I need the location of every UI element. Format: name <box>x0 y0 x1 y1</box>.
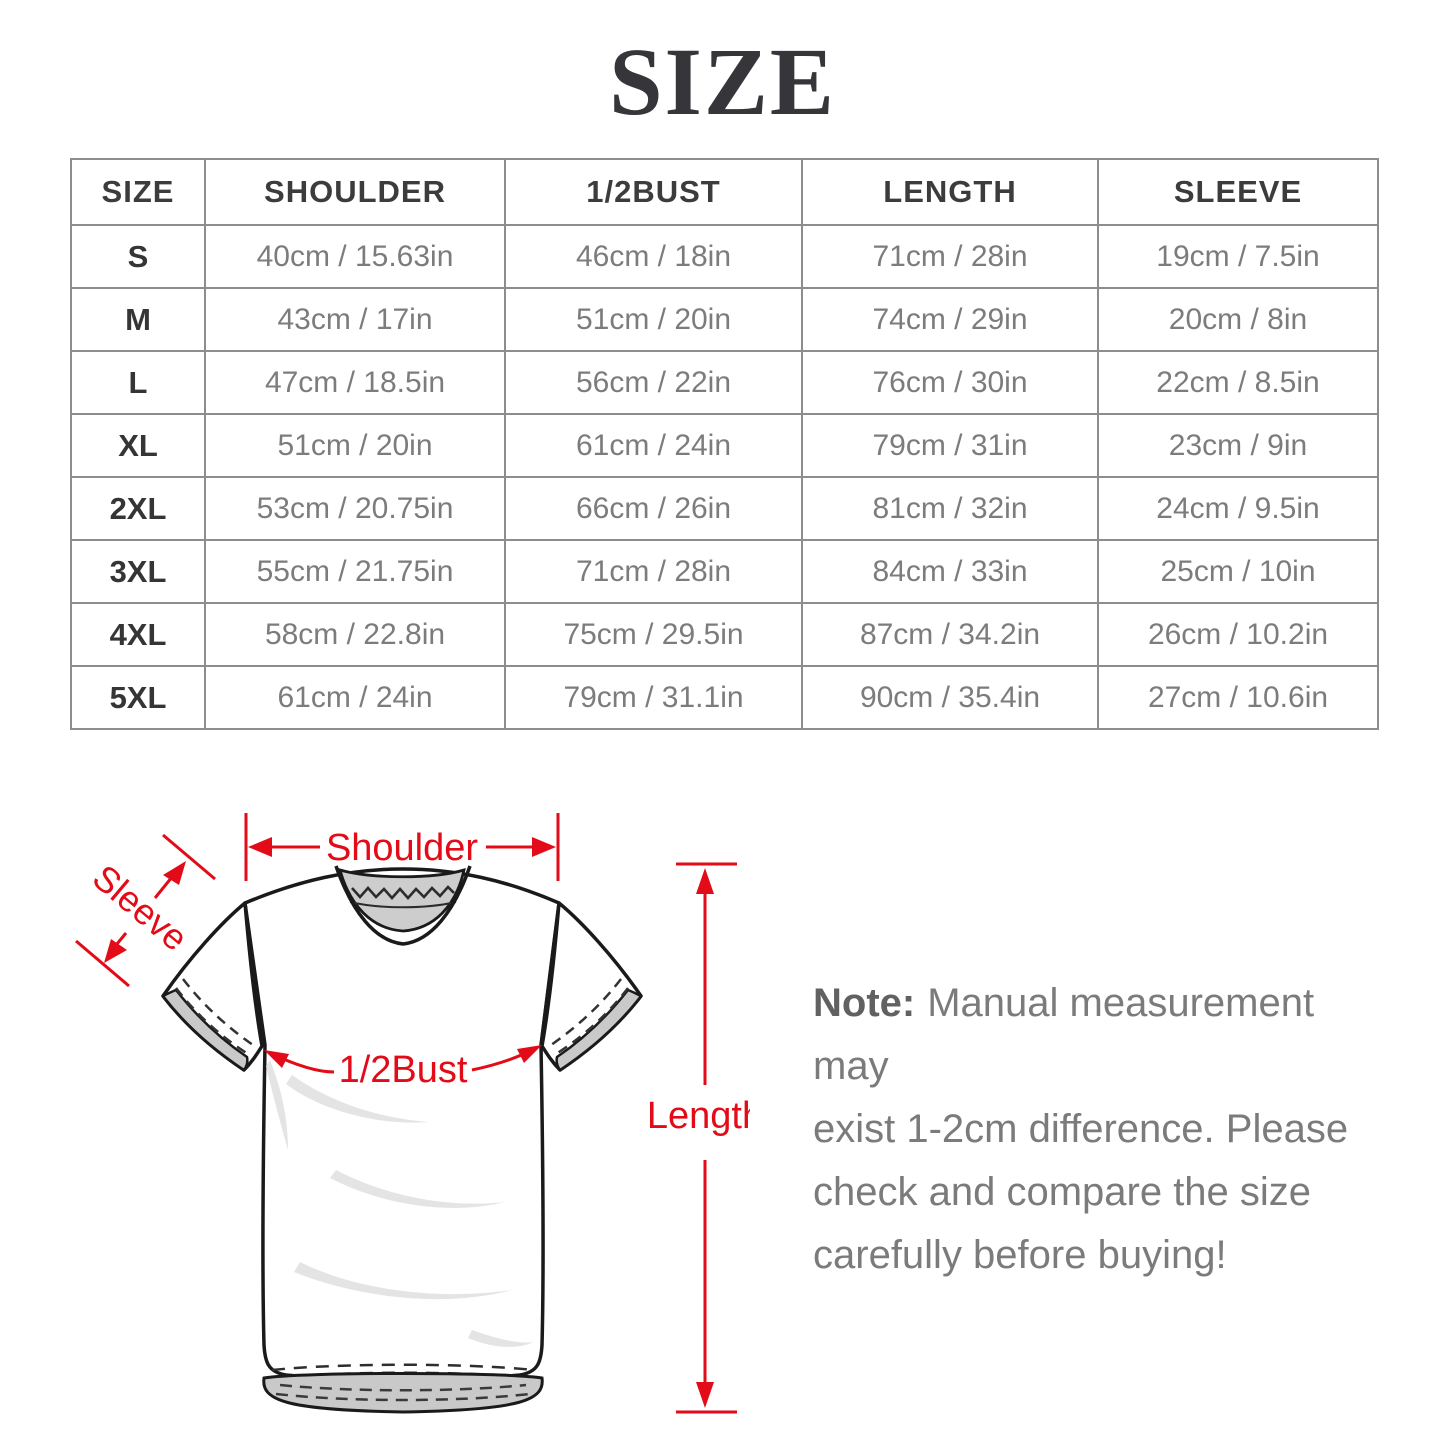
cell-sleeve: 25cm / 10in <box>1097 539 1379 604</box>
note-label: Note: <box>813 981 916 1025</box>
cell-bust: 75cm / 29.5in <box>504 602 803 667</box>
cell-shoulder: 47cm / 18.5in <box>204 350 506 415</box>
col-header-shoulder: SHOULDER <box>204 158 506 226</box>
cell-sleeve: 22cm / 8.5in <box>1097 350 1379 415</box>
table-row: 3XL 55cm / 21.75in 71cm / 28in 84cm / 33… <box>70 539 1379 604</box>
arrow-right-icon <box>517 1045 542 1063</box>
table-row: 2XL 53cm / 20.75in 66cm / 26in 81cm / 32… <box>70 476 1379 541</box>
cell-size: S <box>70 224 206 289</box>
cell-size: 5XL <box>70 665 206 730</box>
page-title: SIZE <box>609 28 836 135</box>
tshirt-drawing <box>161 865 643 1414</box>
shoulder-label: Shoulder <box>326 827 478 869</box>
length-label: Length <box>647 1095 750 1137</box>
note-line: carefully before buying! <box>813 1233 1227 1277</box>
table-row: 4XL 58cm / 22.8in 75cm / 29.5in 87cm / 3… <box>70 602 1379 667</box>
cell-bust: 56cm / 22in <box>504 350 803 415</box>
arrow-up-icon <box>696 868 714 894</box>
cell-size: 4XL <box>70 602 206 667</box>
cell-bust: 71cm / 28in <box>504 539 803 604</box>
cell-length: 79cm / 31in <box>801 413 1099 478</box>
table-row: XL 51cm / 20in 61cm / 24in 79cm / 31in 2… <box>70 413 1379 478</box>
cell-bust: 51cm / 20in <box>504 287 803 352</box>
cell-length: 87cm / 34.2in <box>801 602 1099 667</box>
cell-length: 81cm / 32in <box>801 476 1099 541</box>
note-line: exist 1-2cm difference. Please <box>813 1107 1349 1151</box>
table-row: S 40cm / 15.63in 46cm / 18in 71cm / 28in… <box>70 224 1379 289</box>
cell-bust: 66cm / 26in <box>504 476 803 541</box>
cell-bust: 61cm / 24in <box>504 413 803 478</box>
cell-length: 76cm / 30in <box>801 350 1099 415</box>
arrow-right-icon <box>532 837 556 857</box>
cell-shoulder: 55cm / 21.75in <box>204 539 506 604</box>
cell-length: 90cm / 35.4in <box>801 665 1099 730</box>
cell-size: 2XL <box>70 476 206 541</box>
cell-shoulder: 61cm / 24in <box>204 665 506 730</box>
note-line-text: Manual measurement may <box>813 981 1315 1088</box>
col-header-length: LENGTH <box>801 158 1099 226</box>
note-line: Note: Manual measurement may <box>813 972 1388 1098</box>
cell-length: 84cm / 33in <box>801 539 1099 604</box>
size-table: SIZE SHOULDER 1/2BUST LENGTH SLEEVE S 40… <box>70 158 1379 730</box>
table-header-row: SIZE SHOULDER 1/2BUST LENGTH SLEEVE <box>70 158 1379 226</box>
cell-size: M <box>70 287 206 352</box>
cell-sleeve: 20cm / 8in <box>1097 287 1379 352</box>
cell-bust: 79cm / 31.1in <box>504 665 803 730</box>
table-row: 5XL 61cm / 24in 79cm / 31.1in 90cm / 35.… <box>70 665 1379 730</box>
cell-shoulder: 43cm / 17in <box>204 287 506 352</box>
col-header-size: SIZE <box>70 158 206 226</box>
table-row: L 47cm / 18.5in 56cm / 22in 76cm / 30in … <box>70 350 1379 415</box>
cell-length: 71cm / 28in <box>801 224 1099 289</box>
cell-bust: 46cm / 18in <box>504 224 803 289</box>
cell-shoulder: 53cm / 20.75in <box>204 476 506 541</box>
tshirt-measurement-diagram: Shoulder Sleeve 1/2Bust <box>60 795 750 1425</box>
cell-shoulder: 40cm / 15.63in <box>204 224 506 289</box>
col-header-bust: 1/2BUST <box>504 158 803 226</box>
note-text: Note: Manual measurement may exist 1-2cm … <box>813 972 1388 1287</box>
arrow-up-right-icon <box>163 861 186 885</box>
bust-label: 1/2Bust <box>339 1049 468 1091</box>
col-header-sleeve: SLEEVE <box>1097 158 1379 226</box>
cell-sleeve: 19cm / 7.5in <box>1097 224 1379 289</box>
cell-sleeve: 23cm / 9in <box>1097 413 1379 478</box>
cell-size: L <box>70 350 206 415</box>
table-row: M 43cm / 17in 51cm / 20in 74cm / 29in 20… <box>70 287 1379 352</box>
cell-sleeve: 27cm / 10.6in <box>1097 665 1379 730</box>
cell-size: 3XL <box>70 539 206 604</box>
cell-shoulder: 51cm / 20in <box>204 413 506 478</box>
arrow-left-icon <box>264 1050 289 1068</box>
cell-size: XL <box>70 413 206 478</box>
note-line: check and compare the size <box>813 1170 1312 1214</box>
arrow-down-left-icon <box>104 939 127 963</box>
cell-length: 74cm / 29in <box>801 287 1099 352</box>
cell-shoulder: 58cm / 22.8in <box>204 602 506 667</box>
arrow-left-icon <box>248 837 272 857</box>
cell-sleeve: 26cm / 10.2in <box>1097 602 1379 667</box>
cell-sleeve: 24cm / 9.5in <box>1097 476 1379 541</box>
arrow-down-icon <box>696 1382 714 1408</box>
